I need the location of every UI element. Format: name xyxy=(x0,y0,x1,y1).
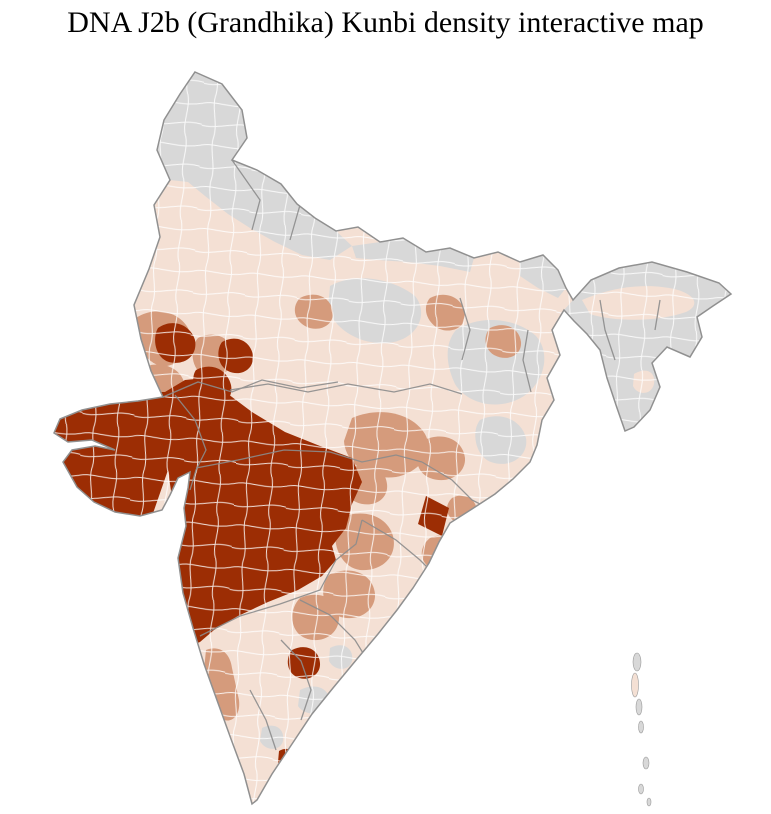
state-border-line xyxy=(522,329,532,393)
state-border-line xyxy=(249,689,277,751)
state-border-line xyxy=(195,449,423,469)
state-border-line xyxy=(459,297,471,361)
island[interactable] xyxy=(632,652,642,672)
andaman-nicobar-islands[interactable] xyxy=(631,652,652,807)
island[interactable] xyxy=(631,672,639,698)
state-border-line xyxy=(229,383,463,395)
state-border-line xyxy=(289,204,301,241)
island[interactable] xyxy=(646,797,652,807)
state-border-line xyxy=(174,394,207,491)
state-border-line xyxy=(231,159,261,231)
state-border-line xyxy=(162,379,339,398)
state-border-line xyxy=(654,299,661,331)
state-border-line xyxy=(599,299,616,361)
map-title: DNA J2b (Grandhika) Kunbi density intera… xyxy=(67,6,704,39)
island[interactable] xyxy=(638,720,644,734)
state-borders xyxy=(162,159,661,751)
state-border-line xyxy=(280,639,312,721)
india-outline xyxy=(53,71,733,806)
island[interactable] xyxy=(638,783,644,795)
island[interactable] xyxy=(642,756,650,770)
state-border-line xyxy=(199,519,363,637)
island[interactable] xyxy=(635,698,643,716)
